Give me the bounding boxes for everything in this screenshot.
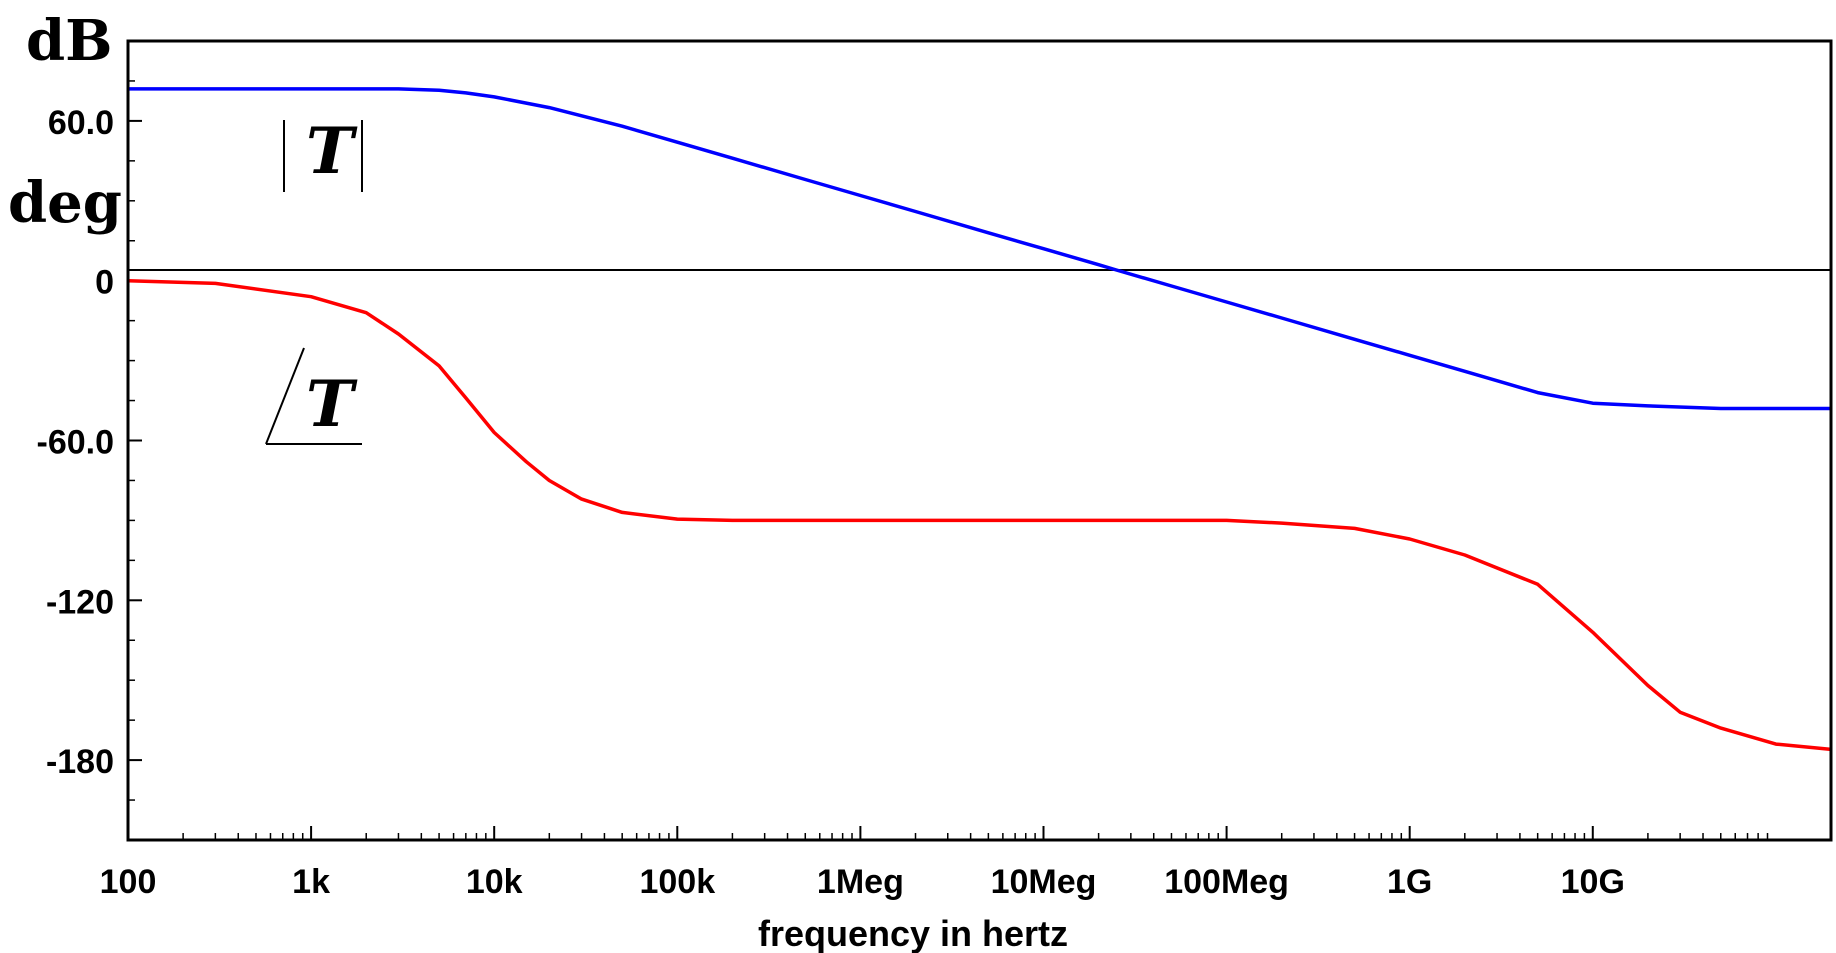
- y-unit-db: dB: [26, 8, 113, 74]
- x-tick-label: 100Meg: [1164, 863, 1289, 901]
- y-tick-labels: 60.0 0 -60.0 -120 -180: [37, 104, 115, 781]
- x-tick-label: 100k: [639, 863, 715, 901]
- y-tick-label: 60.0: [48, 104, 114, 142]
- x-tick-label: 10G: [1561, 863, 1625, 901]
- magnitude-annotation-label: T: [306, 114, 358, 189]
- x-tick-label: 100: [100, 863, 157, 901]
- x-tick-label: 1Meg: [817, 863, 904, 901]
- phase-series-line: [127, 278, 1832, 752]
- y-unit-deg: deg: [8, 170, 122, 236]
- angle-annotation-label: T: [306, 367, 358, 442]
- x-tick-label: 1k: [292, 863, 330, 901]
- y-tick-label: 0: [95, 264, 114, 302]
- x-tick-labels: 100 1k 10k 100k 1Meg 10Meg 100Meg 1G 10G: [100, 863, 1625, 901]
- y-tick-label: -120: [46, 583, 114, 621]
- axis-ticks: [127, 40, 1769, 841]
- y-tick-label: -180: [46, 743, 114, 781]
- plot-area-frame: [126, 39, 1833, 842]
- x-tick-label: 10Meg: [991, 863, 1097, 901]
- x-axis-label: frequency in hertz: [758, 913, 1068, 953]
- x-tick-label: 10k: [466, 863, 523, 901]
- magnitude-series-line: [128, 87, 1831, 411]
- series-layer: [127, 87, 1832, 752]
- magnitude-annotation: T: [283, 114, 363, 192]
- angle-symbol-slant: [265, 347, 305, 445]
- y-tick-label: -60.0: [37, 424, 115, 462]
- x-tick-label: 1G: [1387, 863, 1432, 901]
- angle-annotation: T: [265, 347, 362, 445]
